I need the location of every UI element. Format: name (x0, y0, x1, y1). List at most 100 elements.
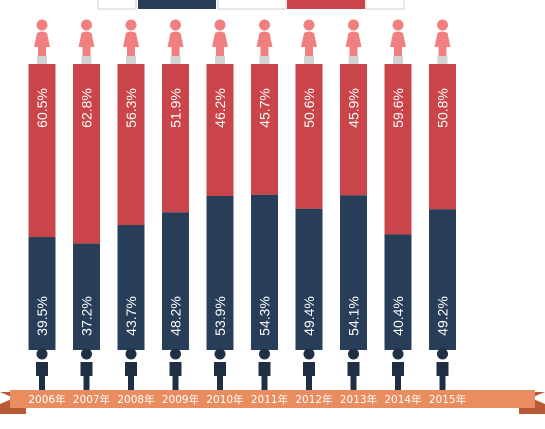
male-body-5 (258, 362, 271, 390)
female-head-3 (170, 19, 181, 31)
label-male-2: 43.7% (123, 296, 139, 336)
female-body-4 (212, 31, 228, 56)
bar-group-0: 60.5% 39.5% 2006年 (28, 19, 66, 406)
label-male-4: 53.9% (212, 296, 228, 336)
bar-female-8 (384, 64, 412, 235)
legend (97, 0, 405, 10)
ribbon-band (10, 390, 535, 408)
female-head-2 (125, 19, 137, 31)
female-head-1 (81, 19, 92, 31)
bar-group-2: 56.3% 43.7% 2008年 (117, 19, 155, 406)
bar-female-9 (429, 64, 456, 210)
female-head-7 (348, 19, 359, 31)
female-body-6 (301, 31, 317, 56)
connector-top-9 (437, 56, 448, 64)
male-body-8 (392, 362, 404, 390)
male-head-6 (303, 348, 315, 360)
male-head-3 (170, 348, 181, 360)
label-male-3: 48.2% (168, 296, 184, 336)
year-label-3: 2009年 (162, 393, 199, 406)
female-head-4 (214, 19, 226, 31)
label-male-9: 49.2% (435, 296, 451, 336)
male-head-4 (214, 348, 226, 360)
bar-group-5: 45.7% 54.3% 2011年 (251, 19, 288, 406)
label-female-7: 45.9% (346, 88, 362, 128)
female-head-5 (259, 19, 270, 31)
bar-male-5 (251, 194, 278, 350)
bar-female-6 (295, 64, 323, 209)
legend-swatch-female (287, 0, 365, 9)
bar-group-3: 51.9% 48.2% 2009年 (162, 19, 199, 406)
label-female-2: 56.3% (123, 88, 139, 128)
connector-top-2 (126, 56, 136, 64)
connector-top-8 (393, 56, 403, 64)
bar-female-5 (251, 64, 278, 195)
year-label-9: 2015年 (429, 393, 466, 406)
male-head-8 (392, 348, 404, 360)
bar-female-2 (117, 64, 145, 226)
connector-top-7 (348, 56, 359, 64)
male-body-6 (303, 362, 315, 390)
female-body-2 (123, 31, 139, 56)
male-body-1 (80, 362, 93, 390)
label-female-5: 45.7% (257, 88, 273, 128)
connector-top-3 (170, 56, 181, 64)
label-female-8: 59.6% (390, 88, 406, 128)
female-head-9 (437, 19, 448, 31)
label-female-9: 50.8% (435, 88, 451, 128)
male-body-9 (436, 362, 449, 390)
bar-female-1 (73, 64, 100, 244)
label-male-1: 37.2% (79, 296, 95, 336)
bar-male-0 (28, 237, 56, 350)
year-label-6: 2012年 (295, 393, 332, 406)
female-body-8 (390, 31, 406, 56)
year-label-1: 2007年 (73, 393, 110, 406)
bar-group-7: 45.9% 54.1% 2013年 (340, 19, 377, 406)
label-female-3: 51.9% (168, 88, 184, 128)
connector-top-0 (37, 56, 47, 64)
bar-group-6: 50.6% 49.4% 2012年 (295, 19, 333, 406)
connector-top-5 (259, 56, 270, 64)
male-head-7 (348, 348, 359, 360)
label-male-7: 54.1% (346, 296, 362, 336)
bar-male-3 (162, 212, 189, 350)
label-male-8: 40.4% (390, 296, 406, 336)
bar-male-9 (429, 209, 456, 350)
bar-female-3 (162, 64, 189, 213)
female-head-6 (303, 19, 315, 31)
male-body-0 (36, 362, 48, 390)
label-female-4: 46.2% (212, 88, 228, 128)
male-head-0 (36, 348, 48, 360)
female-body-5 (256, 31, 273, 56)
year-label-8: 2014年 (384, 393, 421, 406)
year-label-5: 2011年 (251, 393, 288, 406)
bar-male-4 (206, 196, 234, 350)
year-label-4: 2010年 (206, 393, 243, 406)
bar-female-7 (340, 64, 367, 196)
legend-grid-left (97, 0, 137, 10)
year-ribbon (0, 390, 545, 414)
male-body-3 (169, 362, 182, 390)
year-label-7: 2013年 (340, 393, 377, 406)
bar-group-1: 62.8% 37.2% 2007年 (73, 19, 110, 406)
bar-female-4 (206, 64, 234, 196)
bar-group-9: 50.8% 49.2% 2015年 (429, 19, 466, 406)
year-label-2: 2008年 (117, 393, 154, 406)
male-head-5 (259, 348, 270, 360)
label-male-6: 49.4% (301, 296, 317, 336)
male-head-2 (125, 348, 137, 360)
label-female-1: 62.8% (79, 88, 95, 128)
connector-top-6 (304, 56, 314, 64)
female-body-3 (167, 31, 184, 56)
male-head-9 (437, 348, 448, 360)
label-male-0: 39.5% (34, 296, 50, 336)
bar-female-0 (28, 64, 56, 238)
year-label-0: 2006年 (28, 393, 65, 406)
legend-grid-mid (217, 0, 287, 10)
female-head-8 (392, 19, 404, 31)
bar-group-4: 46.2% 53.9% 2010年 (206, 19, 244, 406)
bar-group-8: 59.6% 40.4% 2014年 (384, 19, 422, 406)
female-body-9 (434, 31, 451, 56)
